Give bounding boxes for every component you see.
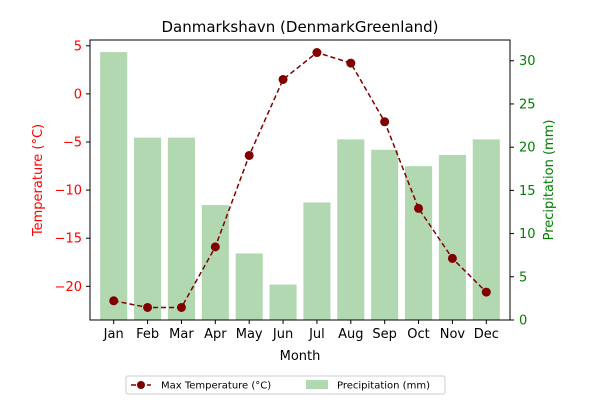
temperature-point-jun	[278, 74, 288, 84]
left-tick-label: 0	[74, 87, 82, 102]
x-tick-label-mar: Mar	[169, 327, 194, 342]
precipitation-bar-jun	[269, 284, 297, 320]
temperature-point-dec	[481, 287, 491, 297]
legend-temperature-label: Max Temperature (°C)	[161, 381, 271, 392]
x-axis-ticks: Jan Feb Mar Apr May Jun Jul Aug Sep Oct Nov Dec	[103, 320, 499, 342]
legend-line-marker	[137, 381, 145, 389]
right-tick-label: 15	[519, 184, 536, 199]
legend: Max Temperature (°C) Precipitation (mm)	[125, 375, 446, 395]
precipitation-bar-aug	[337, 139, 365, 320]
x-tick-label-sep: Sep	[372, 327, 397, 342]
legend-box	[125, 375, 446, 395]
x-tick-label-apr: Apr	[204, 327, 227, 342]
legend-precipitation-label: Precipitation (mm)	[337, 381, 430, 392]
right-tick-label: 20	[519, 141, 536, 156]
precipitation-bar-may	[235, 253, 263, 320]
temperature-point-feb	[143, 302, 153, 312]
temperature-point-may	[244, 150, 254, 160]
legend-bar-swatch	[306, 380, 328, 389]
temperature-point-mar	[176, 302, 186, 312]
x-tick-label-aug: Aug	[338, 327, 363, 342]
right-tick-label: 10	[519, 227, 536, 242]
plot-frame	[89, 39, 511, 321]
x-tick-label-jul: Jul	[308, 327, 325, 342]
temperature-line	[109, 48, 491, 312]
precipitation-bar-mar	[167, 137, 195, 320]
x-tick-label-may: May	[236, 327, 263, 342]
precipitation-bars	[100, 52, 500, 321]
left-axis-title: Temperature (°C)	[31, 124, 46, 237]
x-tick-label-jan: Jan	[103, 327, 124, 342]
precipitation-bar-sep	[371, 149, 399, 320]
temperature-point-aug	[346, 58, 356, 68]
x-axis-title: Month	[280, 349, 321, 364]
chart-title: Danmarkshavn (DenmarkGreenland)	[161, 18, 438, 36]
precipitation-bar-jan	[100, 52, 128, 321]
right-tick-label: 30	[519, 54, 536, 69]
left-tick-label: −10	[55, 184, 82, 199]
x-tick-label-nov: Nov	[440, 327, 466, 342]
x-tick-label-feb: Feb	[136, 327, 159, 342]
left-tick-label: −20	[55, 280, 82, 295]
temperature-point-nov	[447, 253, 457, 263]
temperature-point-jul	[312, 48, 322, 58]
temperature-point-sep	[380, 117, 390, 127]
x-tick-label-jun: Jun	[272, 327, 293, 342]
right-tick-label: 5	[519, 270, 527, 285]
right-axis-ticks: 0 5 10 15 20 25 30	[510, 54, 536, 329]
precipitation-bar-feb	[134, 137, 162, 320]
precipitation-bar-jul	[303, 202, 331, 320]
left-tick-label: −15	[55, 232, 82, 247]
precipitation-bar-nov	[438, 154, 466, 320]
x-tick-label-oct: Oct	[407, 327, 429, 342]
left-tick-label: 5	[74, 39, 82, 54]
right-tick-label: 0	[519, 314, 527, 329]
right-tick-label: 25	[519, 97, 536, 112]
temperature-point-jan	[109, 296, 119, 306]
x-tick-label-dec: Dec	[474, 327, 499, 342]
precipitation-bar-oct	[405, 166, 433, 320]
right-axis-title: Precipitation (mm)	[542, 120, 557, 241]
left-axis-ticks: 5 0 −5 −10 −15 −20	[55, 39, 90, 295]
left-tick-label: −5	[63, 135, 82, 150]
temperature-line-path	[113, 51, 487, 309]
temperature-point-apr	[210, 242, 220, 252]
temperature-point-oct	[414, 203, 424, 213]
